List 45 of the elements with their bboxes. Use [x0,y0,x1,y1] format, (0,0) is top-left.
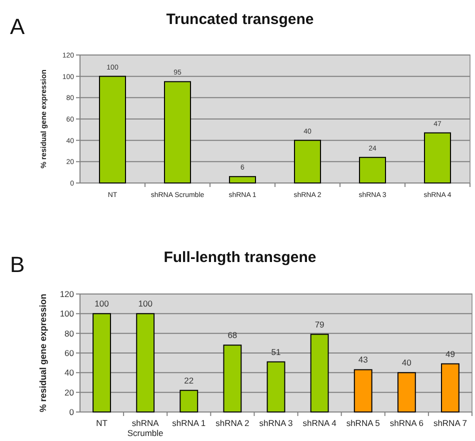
data-label: 22 [184,375,194,386]
x-tick-label: shRNA 6 [390,418,424,428]
y-tick-label: 60 [64,348,74,358]
x-tick-label: shRNA Scrumble [127,418,164,438]
bar [441,363,460,412]
bar [294,140,321,184]
data-label: 51 [271,346,281,357]
y-tick-label: 20 [64,387,74,398]
data-label: 100 [94,298,110,309]
bar [180,390,198,412]
chart-title: Full-length transgene [164,249,316,266]
x-tick-label: shRNA 4 [302,418,337,428]
y-tick-label: 120 [60,288,74,299]
data-label: 43 [358,354,368,365]
data-label: 79 [314,319,325,330]
bar [397,372,416,412]
x-tick-label: shRNA 5 [346,418,380,428]
bar [424,132,451,184]
bar [359,156,386,184]
y-tick-label: 40 [64,368,74,378]
x-tick-label: shRNA 2 [216,418,250,428]
bar [223,344,242,412]
y-tick-label: 80 [64,328,74,338]
bar [92,313,111,412]
bar [310,334,329,412]
bar [266,361,286,412]
y-tick-label: 100 [60,308,74,319]
y-tick-label: 0 [69,406,74,417]
data-label: 40 [402,358,412,368]
bar [229,176,256,184]
bar [99,76,126,184]
text: A [10,14,25,39]
chart-title: Truncated transgene [166,11,314,28]
text: B [10,252,25,277]
bar [354,369,372,412]
x-tick-label: shRNA 1 [172,418,206,428]
bar [136,313,155,412]
x-tick-label: shRNA 3 [259,418,294,428]
x-tick-label: shRNA 7 [433,418,468,428]
y-axis-title: % residual gene expression [38,294,48,412]
x-tick-label: NT [96,418,108,428]
data-label: 100 [138,298,153,309]
data-label: 49 [445,348,456,359]
bar [164,81,191,184]
data-label: 68 [228,330,238,340]
